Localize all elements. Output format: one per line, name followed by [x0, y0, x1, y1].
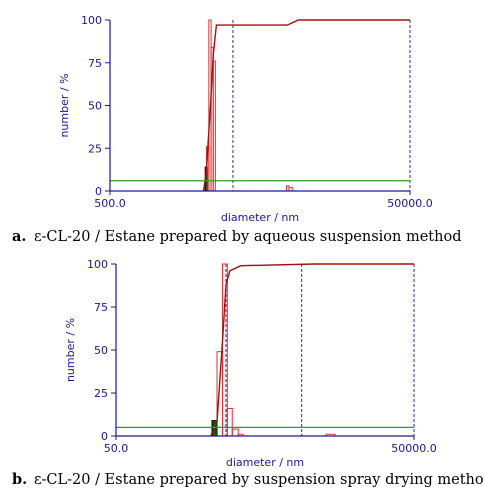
y-tick-label: 100: [81, 14, 102, 27]
histogram-bar: [231, 428, 239, 437]
y-tick-label: 25: [94, 387, 108, 400]
x-axis-label: diameter / nm: [226, 456, 304, 469]
y-axis-label: number / %: [58, 73, 71, 137]
cumulative-curve: [202, 19, 410, 192]
figure-caption-id: a.: [12, 228, 26, 245]
y-tick-label: 50: [88, 100, 102, 113]
x-tick-label: 50000.0: [387, 197, 433, 210]
y-tick-label: 0: [101, 430, 108, 443]
figure-caption-id: b.: [12, 471, 27, 488]
x-tick-label: 500.0: [94, 197, 126, 210]
cumulative-curve: [210, 263, 414, 437]
y-tick-label: 75: [94, 301, 108, 314]
histogram-bar: [212, 60, 216, 192]
histogram-bar: [226, 407, 233, 437]
y-tick-label: 50: [94, 344, 108, 357]
histogram-bar: [216, 351, 223, 437]
x-tick-label: 50.0: [104, 442, 129, 455]
y-tick-label: 75: [88, 57, 102, 70]
figure-caption: ε-CL-20 / Estane prepared by aqueous sus…: [34, 229, 461, 245]
y-tick-label: 25: [88, 142, 102, 155]
y-tick-label: 100: [87, 258, 108, 271]
x-axis-label: diameter / nm: [221, 211, 299, 224]
y-axis-label: number / %: [64, 318, 77, 382]
x-tick-label: 50000.0: [391, 442, 437, 455]
figure-caption: ε-CL-20 / Estane prepared by suspension …: [34, 472, 484, 488]
y-tick-label: 0: [95, 185, 102, 198]
histogram-bar: [221, 263, 228, 437]
